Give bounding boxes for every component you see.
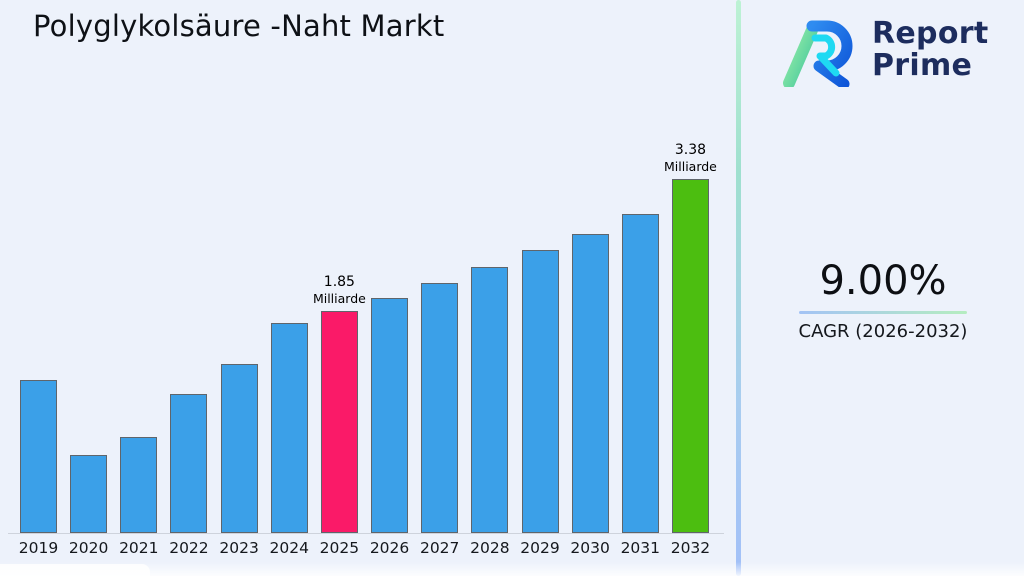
brand-name: Report Prime: [872, 18, 988, 82]
bar-2031: [621, 214, 659, 533]
bar-2026: [371, 298, 409, 533]
x-axis-label-2019: 2019: [18, 539, 59, 557]
x-axis-label-2023: 2023: [219, 539, 259, 557]
bar-2021: [120, 437, 158, 533]
bar-annotation-2025: 1.85 Milliarde: [291, 274, 387, 306]
x-axis-label-2027: 2027: [419, 539, 460, 557]
bar-2020: [70, 455, 108, 533]
annotation-unit: Milliarde: [312, 291, 366, 306]
bar-2027: [421, 283, 459, 533]
bar-2030: [571, 234, 609, 533]
bar-2024: [270, 323, 308, 533]
x-axis-label-2031: 2031: [620, 539, 661, 557]
bar-2032: [671, 179, 709, 533]
x-axis-label-2028: 2028: [470, 539, 510, 557]
bar-2022: [170, 394, 208, 533]
annotation-unit: Milliarde: [663, 159, 717, 174]
x-axis-label-2030: 2030: [570, 539, 610, 557]
annotation-value: 3.38: [674, 142, 707, 158]
report-prime-logo-icon: [783, 20, 853, 87]
divider-line: [736, 0, 741, 576]
x-axis-label-2026: 2026: [369, 539, 410, 557]
x-axis-label-2029: 2029: [520, 539, 560, 557]
bar-2028: [471, 267, 509, 533]
annotation-value: 1.85: [323, 274, 355, 290]
bar-annotation-2032: 3.38 Milliarde: [642, 142, 738, 174]
brand-name-line1: Report: [872, 16, 989, 51]
cagr-value: 9.00%: [819, 258, 947, 304]
cagr-label: CAGR (2026-2032): [798, 321, 968, 342]
chart: 2019 2020 2021 2022 2023 2024 2025 2026 2027 2028…: [8, 142, 738, 557]
brand-name-line2: Prime: [872, 48, 973, 83]
x-axis-label-2032: 2032: [670, 539, 711, 557]
page-title: Polyglykolsäure -Naht Markt: [33, 9, 445, 43]
x-axis-label-2024: 2024: [269, 539, 309, 557]
x-axis-label-2025: 2025: [319, 539, 360, 557]
x-axis-label-2022: 2022: [169, 539, 209, 557]
x-axis-line: [8, 533, 724, 534]
x-axis-label-2020: 2020: [68, 539, 109, 557]
x-axis-label-2021: 2021: [119, 539, 159, 557]
brand-logo: Report Prime: [779, 13, 988, 87]
cagr-underline: [799, 311, 967, 314]
bar-2023: [220, 364, 258, 533]
bar-2019: [20, 380, 57, 533]
bar-2029: [521, 250, 559, 533]
bar-2025: [320, 311, 358, 533]
cagr-panel: 9.00% CAGR (2026-2032): [795, 258, 971, 342]
